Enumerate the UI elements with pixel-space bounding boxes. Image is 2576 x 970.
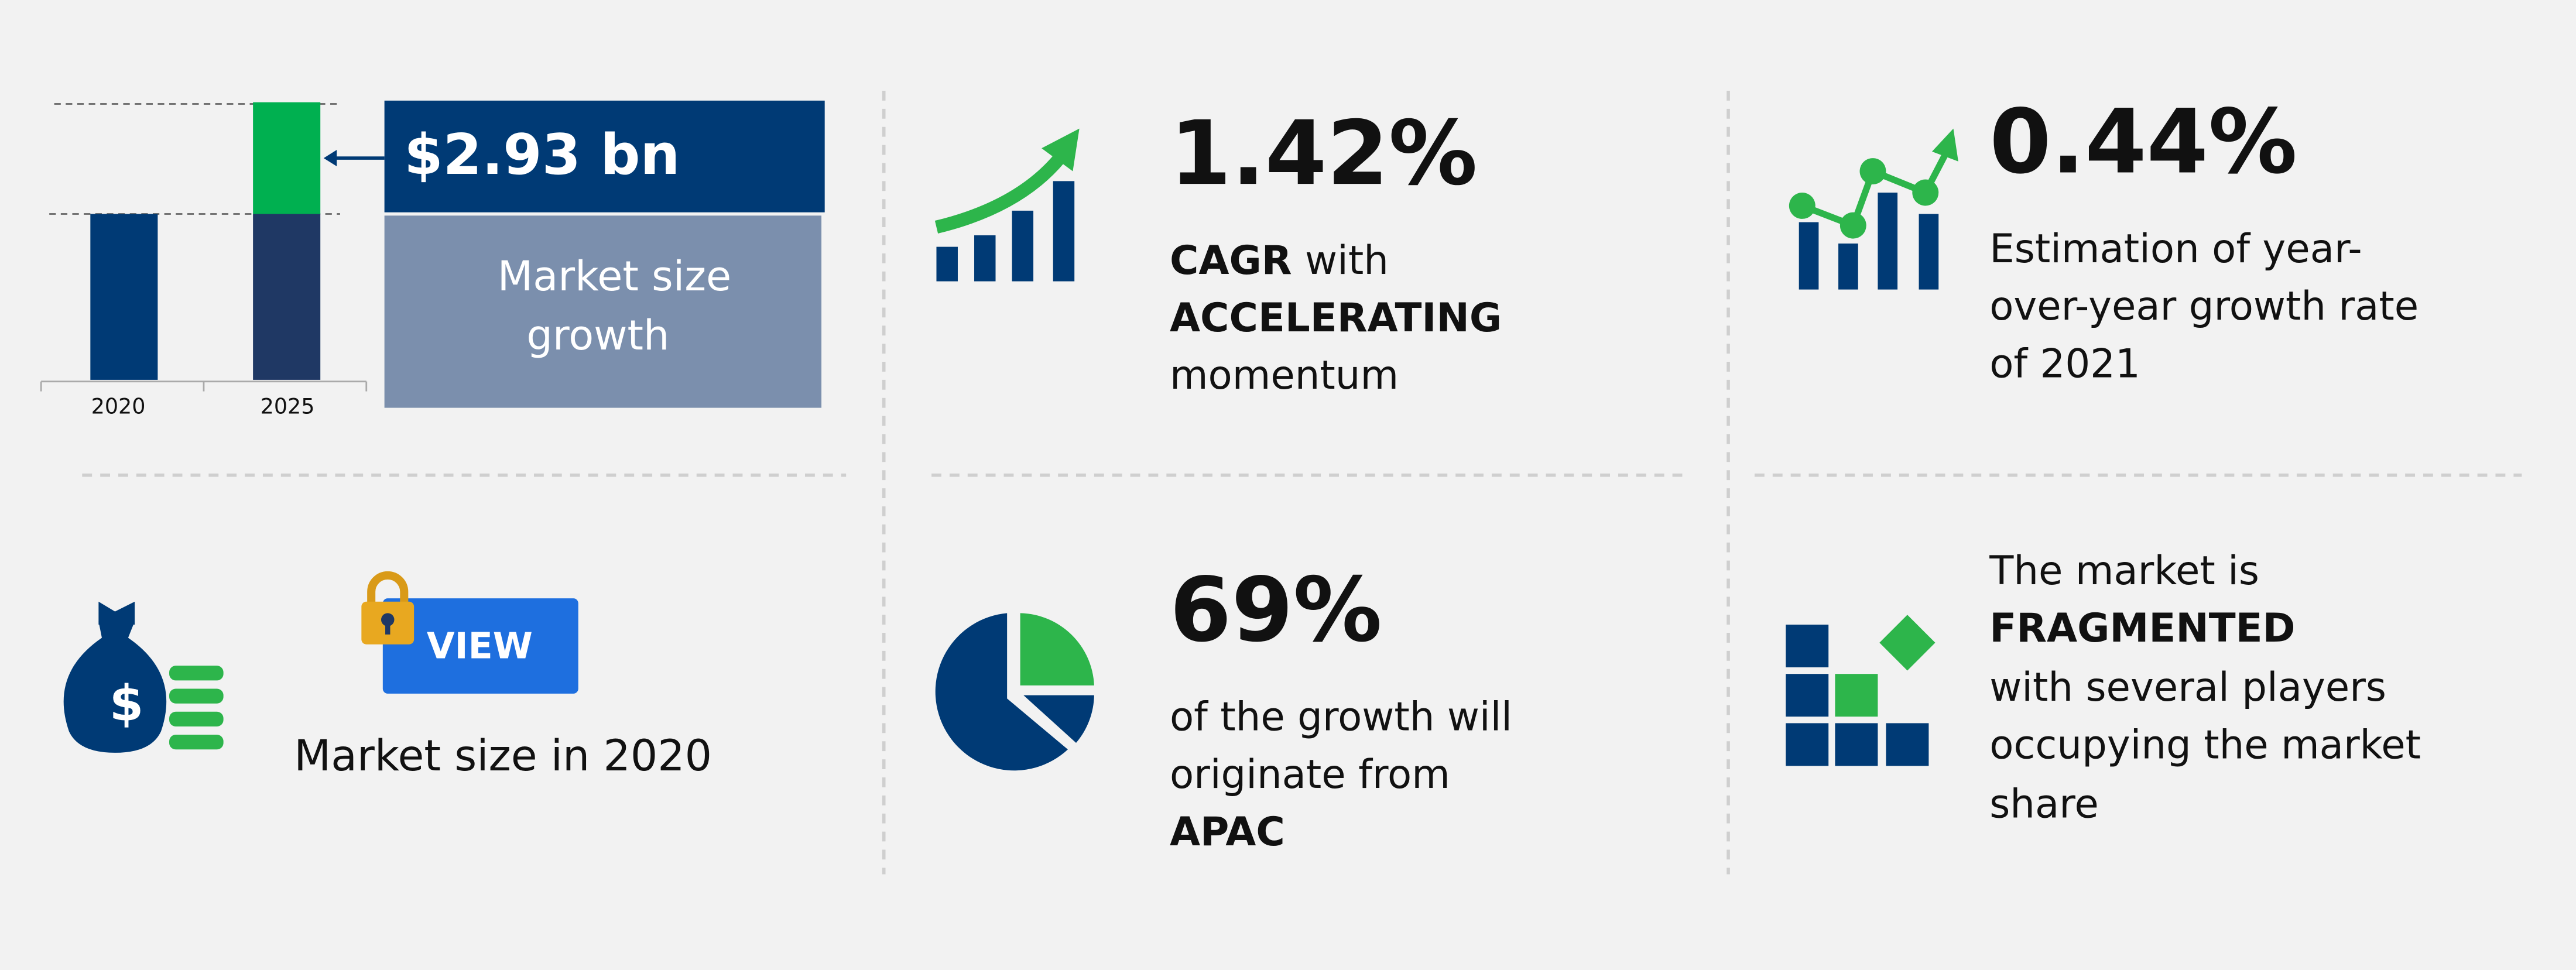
- button-background[interactable]: [382, 598, 578, 694]
- competition-line: occupying the market: [1989, 721, 2421, 767]
- trend-arrow-head: [1932, 128, 1958, 162]
- block-icon: [1886, 723, 1929, 766]
- icon-bar: [1878, 193, 1898, 290]
- cagr-tail: momentum: [1170, 352, 1399, 398]
- icon-bar: [1838, 244, 1858, 290]
- cagr-term-rest: with: [1305, 237, 1389, 283]
- cagr-term: CAGR: [1170, 237, 1292, 283]
- block-icon: [1786, 625, 1829, 667]
- pie-slice: [935, 613, 1068, 771]
- dollar-icon: $: [109, 675, 144, 732]
- competition-panel: The market is FRAGMENTED with several pl…: [1786, 547, 2421, 827]
- icon-bar: [1799, 222, 1819, 290]
- growth-arrow-head: [1042, 128, 1080, 172]
- growth-label: growth: [526, 311, 669, 359]
- value-box: [384, 100, 825, 212]
- region-emphasis: APAC: [1170, 808, 1285, 855]
- money-bag-icon: [63, 621, 167, 753]
- icon-bar: [1053, 181, 1075, 282]
- yoy-line: Estimation of year-: [1989, 225, 2362, 272]
- region-line: originate from: [1170, 751, 1450, 797]
- cagr-value: 1.42%: [1170, 101, 1478, 205]
- yoy-line: over-year growth rate: [1989, 283, 2419, 329]
- competition-line: with several players: [1989, 664, 2386, 710]
- category-label: 2025: [261, 393, 315, 419]
- competition-emphasis: FRAGMENTED: [1989, 605, 2295, 651]
- icon-bar: [1919, 214, 1939, 290]
- category-label: 2020: [91, 393, 146, 419]
- lock-shackle: [367, 571, 409, 605]
- bar: [90, 214, 158, 380]
- cagr-emphasis: ACCELERATING: [1170, 294, 1502, 341]
- region-value: 69%: [1170, 558, 1382, 661]
- yoy-line: of 2021: [1989, 340, 2140, 386]
- growth-value: $2.93 bn: [404, 122, 680, 187]
- icon-bar: [1012, 210, 1034, 282]
- view-button[interactable]: VIEW: [382, 598, 578, 694]
- trend-point: [1789, 193, 1815, 219]
- coin-icon: [169, 711, 224, 726]
- money-bag-knot: [98, 601, 135, 625]
- label-box: [384, 215, 822, 408]
- growth-arrow: [934, 153, 1065, 234]
- cagr-panel: 1.42% CAGR with ACCELERATING momentum: [934, 101, 1502, 398]
- growth-label: Market size: [498, 252, 731, 300]
- market-growth-panel: 2020 2025 $2.93 bn Market size growth: [40, 100, 825, 419]
- competition-line: share: [1989, 780, 2099, 827]
- coin-icon: [169, 666, 224, 681]
- icon-bar: [974, 235, 996, 282]
- block-icon: [1835, 723, 1878, 766]
- bar-increment: [253, 102, 321, 214]
- competition-intro: The market is: [1989, 547, 2259, 594]
- coin-icon: [169, 735, 224, 750]
- keyhole: [385, 619, 390, 635]
- trend-point: [1839, 212, 1866, 239]
- region-panel: 69% of the growth will originate from AP…: [935, 558, 1512, 855]
- yoy-panel: 0.44% Estimation of year- over-year grow…: [1789, 90, 2419, 386]
- bar: [253, 214, 321, 380]
- block-icon: [1786, 723, 1829, 766]
- trend-point: [1859, 158, 1886, 184]
- pie-slice: [1020, 613, 1094, 685]
- trend-point: [1912, 179, 1939, 206]
- block-icon: [1786, 674, 1829, 717]
- button-label[interactable]: VIEW: [427, 625, 533, 667]
- block-icon: [1835, 674, 1878, 717]
- pie-slice: [1023, 695, 1094, 743]
- market-size-panel: $ VIEW Market size in 2020: [63, 571, 712, 781]
- coin-icon: [169, 688, 224, 704]
- arrow-head: [323, 150, 337, 167]
- icon-bar: [936, 246, 958, 282]
- market-size-label: Market size in 2020: [294, 731, 712, 781]
- yoy-value: 0.44%: [1989, 90, 2297, 194]
- cagr-line: CAGR with: [1170, 237, 1389, 283]
- region-line: of the growth will: [1170, 694, 1512, 740]
